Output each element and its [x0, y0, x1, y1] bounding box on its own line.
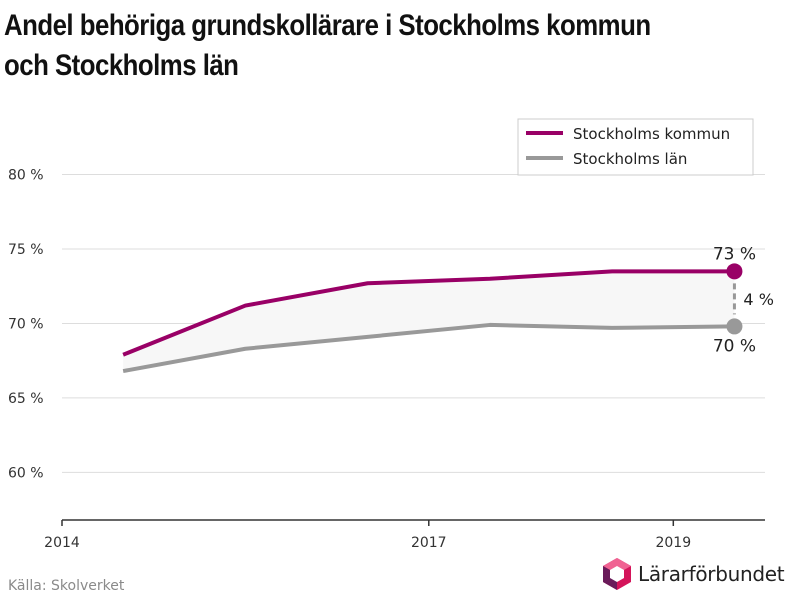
- legend-box: [517, 118, 754, 176]
- y-tick-label: 80 %: [8, 168, 44, 184]
- lararforbundet-logo: Lärarförbundet: [602, 557, 785, 591]
- source-note: Källa: Skolverket: [8, 578, 125, 594]
- difference-label: 4 %: [743, 290, 773, 309]
- x-axis: 2014 2017 2019: [44, 519, 765, 551]
- legend-label-lan: Stockholms län: [573, 150, 687, 168]
- chart-title-line-2: och Stockholms län: [4, 49, 239, 82]
- x-tick-label: 2019: [655, 535, 691, 551]
- end-label-lan: 70 %: [713, 336, 756, 356]
- difference-band: [123, 271, 735, 372]
- series-lines: [122, 263, 743, 374]
- end-marker-lan: [726, 318, 743, 335]
- difference-area: [123, 271, 735, 372]
- y-tick-label: 65 %: [8, 391, 44, 407]
- series-line-kommun: [122, 269, 735, 357]
- chart-title: Andel behöriga grundskollärare i Stockho…: [4, 6, 683, 86]
- logo-icon: [603, 558, 631, 590]
- y-tick-label: 75 %: [8, 242, 44, 258]
- chart-title-line-1: Andel behöriga grundskollärare i Stockho…: [4, 9, 651, 42]
- end-label-kommun: 73 %: [713, 244, 756, 264]
- end-labels: 4 % 73 % 70 %: [713, 244, 774, 356]
- x-tick-label: 2014: [44, 535, 80, 551]
- x-tick-label: 2017: [411, 535, 447, 551]
- y-tick-label: 60 %: [8, 465, 44, 481]
- y-tick-label: 70 %: [8, 316, 44, 332]
- logo-text: Lärarförbundet: [638, 562, 785, 586]
- series-line-lan: [122, 322, 735, 374]
- legend-label-kommun: Stockholms kommun: [573, 125, 730, 143]
- legend: Stockholms kommun Stockholms län: [517, 118, 754, 176]
- end-marker-kommun: [726, 263, 743, 280]
